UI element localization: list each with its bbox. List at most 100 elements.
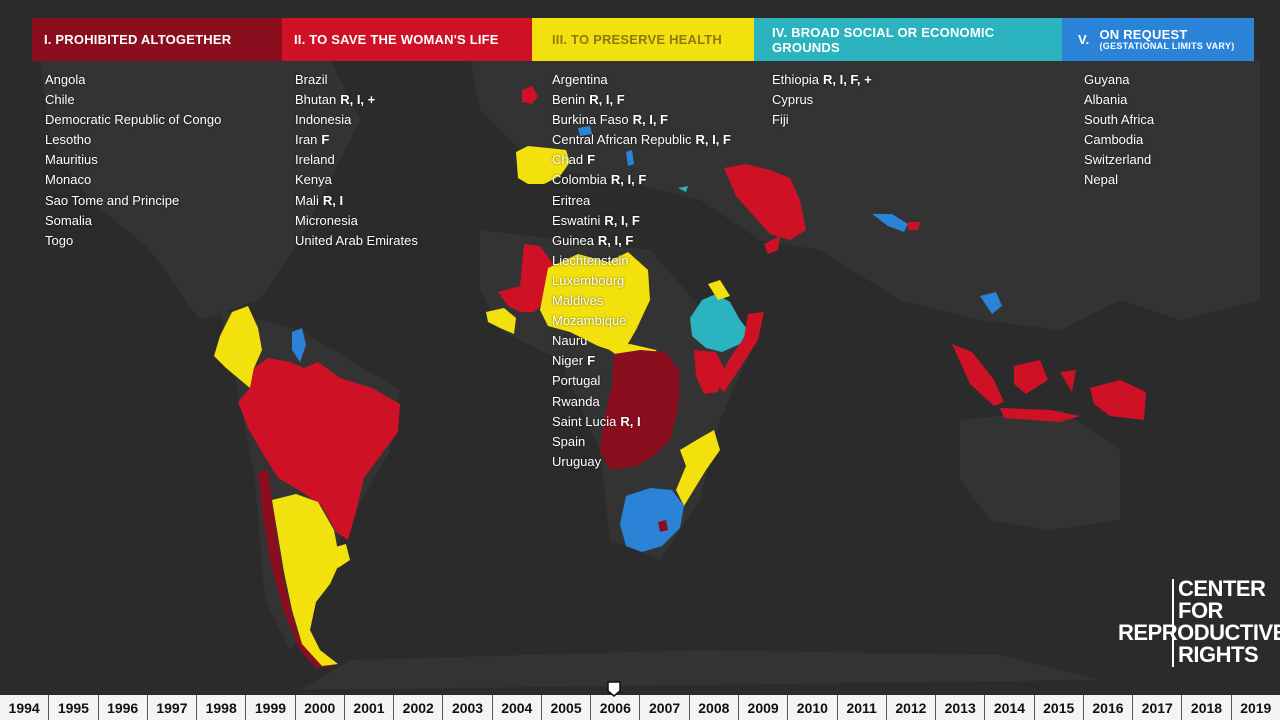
country-name: Spain [552,433,586,449]
region-mali [498,244,556,312]
category-header-save-life: II. TO SAVE THE WOMAN'S LIFE [282,18,532,61]
country-name: Guyana [1084,72,1130,87]
timeline-year[interactable]: 2013 [936,695,986,720]
country-name: Burkina Faso [552,112,629,128]
timeline-year[interactable]: 2008 [690,695,739,720]
timeline-year[interactable]: 1995 [49,695,99,720]
timeline-year[interactable]: 2014 [985,695,1035,720]
country-name: Mozambique [552,313,627,329]
timeline-year[interactable]: 2010 [788,695,838,720]
timeline-year[interactable]: 2006 [591,695,641,720]
timeline-year[interactable]: 2018 [1182,695,1232,720]
country-name: Kenya [295,172,332,188]
region-ireland [522,86,538,104]
region-south-africa [620,488,684,552]
timeline-year[interactable]: 1996 [99,695,148,720]
region-chile [258,470,334,668]
country-name: Monaco [45,172,92,188]
country-item: Switzerland [1084,150,1154,170]
country-note: R, I [322,192,344,208]
country-item: Eswatini R, I, F [552,211,731,231]
country-item: Angola [45,70,221,90]
category-label: II. TO SAVE THE WOMAN'S LIFE [294,32,499,47]
country-item: Maldives [552,291,731,311]
country-item: Guinea R, I, F [552,231,731,251]
region-uae [764,236,780,254]
timeline-year[interactable]: 2017 [1133,695,1183,720]
country-name: Nauru [552,333,588,349]
country-name: Eswatini [552,212,601,228]
region-switzerland [578,126,592,136]
region-cyprus [678,186,688,192]
timeline-year[interactable]: 2011 [838,695,887,720]
timeline-year[interactable]: 2015 [1035,695,1084,720]
timeline-year[interactable]: 2002 [394,695,444,720]
country-item: Eritrea [552,191,731,211]
timeline-year[interactable]: 2005 [542,695,592,720]
timeline-year[interactable]: 2001 [345,695,395,720]
country-item: Burkina Faso R, I, F [552,110,731,130]
country-item: Fiji [772,110,872,130]
country-name: Sao Tome and Principe [45,192,180,208]
country-name: Uruguay [552,453,602,469]
country-name: Indonesia [295,112,352,128]
region-colombia [214,306,262,388]
country-item: Micronesia [295,211,418,231]
region-niger-chad [540,252,650,354]
country-name: Mauritius [45,152,98,168]
region-ethiopia [690,294,748,352]
country-item: Democratic Republic of Congo [45,110,221,130]
timeline-year[interactable]: 1998 [197,695,247,720]
region-west-africa-yellow [486,308,516,334]
country-name: Cyprus [772,92,814,108]
country-name: Bhutan [295,92,337,108]
country-list-prohibited: Angola Chile Democratic Republic of Congo L… [45,70,221,251]
country-list-social-economic: Ethiopia R, I, F, + Cyprus Fiji [772,70,872,130]
timeline-year[interactable]: 1997 [148,695,198,720]
region-drc-angola [600,350,680,470]
region-albania [626,150,634,166]
country-name: Lesotho [45,132,92,148]
country-note: R, I, F, + [822,72,872,87]
timeline-year[interactable]: 1994 [0,695,50,720]
category-header-on-request: V. ON REQUEST (GESTATIONAL LIMITS VARY) [1062,18,1254,61]
country-list-preserve-health: Argentina Benin R, I, F Burkina Faso R, I, F… [552,70,731,472]
timeline-year[interactable]: 2007 [640,695,690,720]
timeline-year[interactable]: 2009 [739,695,789,720]
logo-bar [1172,579,1174,667]
country-name: Benin [552,92,586,108]
timeline-year[interactable]: 2003 [443,695,493,720]
country-item: Bhutan R, I, + [295,90,418,110]
timeline-year[interactable]: 2019 [1240,699,1272,716]
timeline-year[interactable]: 2012 [887,695,937,720]
country-name: Maldives [552,293,604,309]
country-item: Mozambique [552,311,731,331]
region-kenya [694,350,724,394]
timeline-year[interactable]: 2000 [296,695,345,720]
country-name: Albania [1084,92,1128,108]
country-name: Niger [552,353,584,369]
logo-line: CENTER [1178,576,1266,601]
timeline-year[interactable]: 1999 [246,695,296,720]
country-note: R, I, + [340,92,376,108]
country-name: United Arab Emirates [295,232,418,248]
timeline-year[interactable]: 2016 [1084,695,1134,720]
region-iran [724,164,806,240]
country-name: Somalia [45,212,92,228]
country-item: Togo [45,231,221,251]
country-name: Fiji [772,112,789,128]
category-header-preserve-health: III. TO PRESERVE HEALTH [532,18,754,61]
timeline-marker-icon[interactable] [607,681,621,697]
country-item: Central African Republic R, I, F [552,130,731,150]
country-note: R, I, F [589,92,625,108]
country-name: Ireland [295,152,335,168]
logo-line: RIGHTS [1178,642,1259,667]
timeline-year[interactable]: 2004 [493,695,542,720]
region-somalia [716,312,764,392]
category-sublabel: (GESTATIONAL LIMITS VARY) [1099,40,1235,51]
country-name: Saint Lucia [552,413,617,429]
country-item: Portugal [552,371,731,391]
category-number: V. [1078,32,1090,47]
category-label: I. PROHIBITED ALTOGETHER [44,32,232,47]
country-item: Brazil [295,70,418,90]
